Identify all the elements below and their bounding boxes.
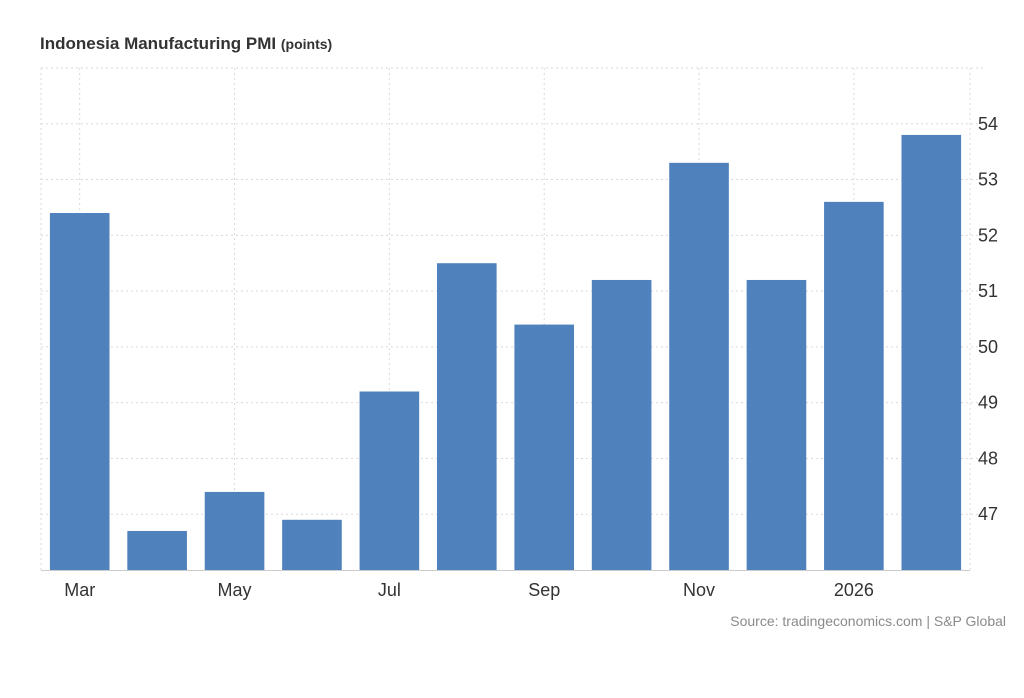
y-tick-label: 48 xyxy=(978,448,998,468)
bar-2026 xyxy=(824,201,884,570)
y-tick-label: 50 xyxy=(978,337,998,357)
chart-unit: (points) xyxy=(280,36,333,52)
y-tick-label: 47 xyxy=(978,504,998,524)
x-tick-label: Jul xyxy=(378,580,401,600)
x-tick-label: Sep xyxy=(528,580,560,600)
chart-title-text: Indonesia Manufacturing PMI xyxy=(40,34,277,53)
bar-may xyxy=(204,491,265,570)
x-tick-label: May xyxy=(218,580,252,600)
y-tick-label: 54 xyxy=(978,114,998,134)
labels-layer: 47 48 49 50 51 52 53 54 Mar May Jul Sep Nov 2026 xyxy=(64,114,998,600)
y-tick-label: 52 xyxy=(978,225,998,245)
bar-nov xyxy=(669,162,729,570)
bars-layer xyxy=(49,134,962,570)
bar-jul xyxy=(359,391,420,570)
bar-dec xyxy=(746,279,807,570)
y-tick-label: 51 xyxy=(978,281,998,301)
x-tick-label: Mar xyxy=(64,580,95,600)
y-tick-label: 49 xyxy=(978,393,998,413)
x-tick-label: 2026 xyxy=(834,580,874,600)
bar-sep xyxy=(514,324,575,570)
chart-title: Indonesia Manufacturing PMI (points) xyxy=(40,34,332,54)
y-tick-label: 53 xyxy=(978,170,998,190)
bar-apr xyxy=(127,530,187,570)
bar-mar xyxy=(49,213,110,570)
bar-jun xyxy=(282,519,342,570)
bar-oct xyxy=(591,279,652,570)
bar-aug xyxy=(436,263,497,570)
x-tick-label: Nov xyxy=(683,580,715,600)
source-note: Source: tradingeconomics.com | S&P Globa… xyxy=(730,613,1006,629)
bar-feb xyxy=(901,134,962,570)
